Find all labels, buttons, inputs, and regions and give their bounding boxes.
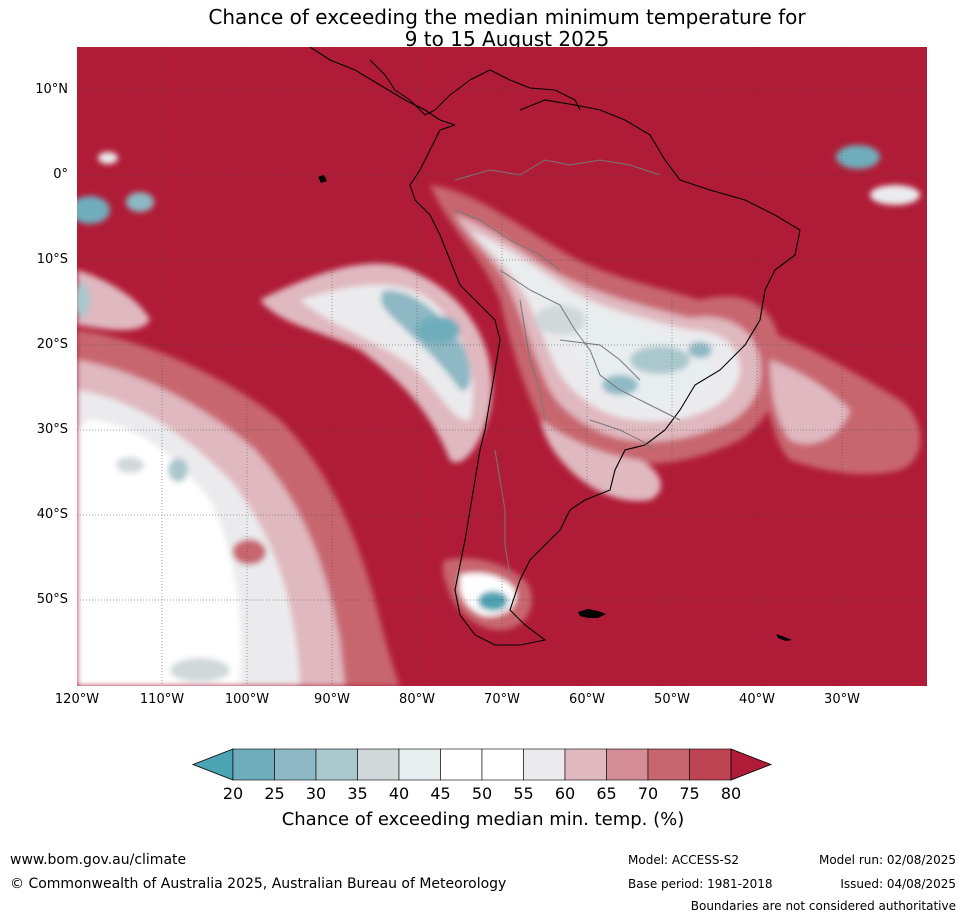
atlantic-spot <box>870 185 920 205</box>
lon-label-120w: 120°W <box>54 692 100 707</box>
atlantic-field-65 <box>770 360 850 444</box>
pacific-cool-spot-1 <box>116 457 144 473</box>
lat-label-10s: 10°S <box>36 252 68 267</box>
argentina-band <box>540 420 661 501</box>
central-america-coastline <box>369 59 471 116</box>
colorbar-tick-75: 75 <box>679 784 700 803</box>
falkland-islands <box>578 609 606 618</box>
pacific-cool-spot-3 <box>170 658 230 682</box>
colorbar-tick-50: 50 <box>471 784 493 803</box>
interior-cool-1 <box>535 305 585 335</box>
pacific-field-50 <box>77 420 241 686</box>
website-link[interactable]: www.bom.gov.au/climate <box>10 852 187 868</box>
colorbar-arrow-low <box>191 748 234 781</box>
colorbar-segment <box>232 748 275 781</box>
lat-label-40s: 40°S <box>36 507 68 522</box>
colorbar-arrow-high <box>730 748 773 781</box>
galapagos <box>318 175 327 183</box>
colorbar-tick-40: 40 <box>388 784 410 803</box>
colorbar-tick-60: 60 <box>554 784 576 803</box>
interior-cool-4 <box>688 342 712 358</box>
lon-label-60w: 60°W <box>569 692 605 707</box>
colorbar-tick-30: 30 <box>305 784 327 803</box>
colorbar-tick-25: 25 <box>264 784 285 803</box>
colorbar-tick-70: 70 <box>637 784 659 803</box>
colorbar-segment <box>398 748 441 781</box>
boundaries-note: Boundaries are not considered authoritat… <box>690 899 956 913</box>
north-pacific-cool-2 <box>126 192 154 212</box>
colorbar-segment <box>689 748 732 781</box>
south-georgia <box>776 634 792 641</box>
lat-label-10n: 10°N <box>35 82 68 97</box>
peru-plume-core <box>416 316 460 344</box>
west-band <box>77 270 150 330</box>
lon-label-70w: 70°W <box>484 692 520 707</box>
copyright-text: © Commonwealth of Australia 2025, Austra… <box>10 876 507 892</box>
patagonia-cool <box>478 591 508 611</box>
colorbar-segment <box>315 748 358 781</box>
west-band-cool <box>77 282 90 318</box>
north-atlantic-cool <box>836 145 880 169</box>
lon-label-100w: 100°W <box>224 692 270 707</box>
lon-label-80w: 80°W <box>399 692 435 707</box>
colorbar-tick-80: 80 <box>720 784 742 803</box>
colorbar-segment <box>606 748 649 781</box>
colorbar-tick-65: 65 <box>596 784 617 803</box>
lon-label-90w: 90°W <box>314 692 350 707</box>
lat-label-30s: 30°S <box>36 422 68 437</box>
colorbar-segment <box>274 748 317 781</box>
north-pacific-cool-1 <box>77 196 110 224</box>
map-title-line2: 9 to 15 August 2025 <box>404 27 610 51</box>
north-pacific-cool-3 <box>98 152 118 164</box>
colorbar-segment <box>564 748 607 781</box>
graticule <box>77 47 927 686</box>
pacific-cool-spot-2 <box>168 458 188 482</box>
lat-label-0: 0° <box>53 167 68 182</box>
issued-text: Issued: 04/08/2025 <box>840 877 956 891</box>
colorbar-tick-35: 35 <box>347 784 368 803</box>
lon-label-40w: 40°W <box>739 692 775 707</box>
colorbar-segment <box>647 748 690 781</box>
colorbar-tick-45: 45 <box>430 784 451 803</box>
interior-cool-2 <box>630 346 690 374</box>
lat-label-20s: 20°S <box>36 337 68 352</box>
south-america-coastline <box>309 47 801 646</box>
colorbar-segment <box>357 748 400 781</box>
pacific-hot-spot <box>232 538 267 565</box>
country-borders <box>454 159 681 576</box>
model-run-text: Model run: 02/08/2025 <box>818 853 956 867</box>
lon-label-110w: 110°W <box>139 692 185 707</box>
colorbar-segment <box>440 748 483 781</box>
map-title-line1: Chance of exceeding the median minimum t… <box>208 5 806 29</box>
model-text: Model: ACCESS-S2 <box>628 853 740 867</box>
colorbar-tick-20: 20 <box>222 784 244 803</box>
colorbar <box>191 748 773 781</box>
colorbar-segment <box>523 748 566 781</box>
colorbar-label: Chance of exceeding median min. temp. (%… <box>281 809 685 830</box>
lon-label-50w: 50°W <box>654 692 690 707</box>
lat-label-50s: 50°S <box>36 592 68 607</box>
lon-label-30w: 30°W <box>824 692 860 707</box>
colorbar-segment <box>481 748 524 781</box>
base-period-text: Base period: 1981-2018 <box>628 877 773 891</box>
interior-cool-3 <box>602 375 638 395</box>
colorbar-tick-55: 55 <box>513 784 534 803</box>
